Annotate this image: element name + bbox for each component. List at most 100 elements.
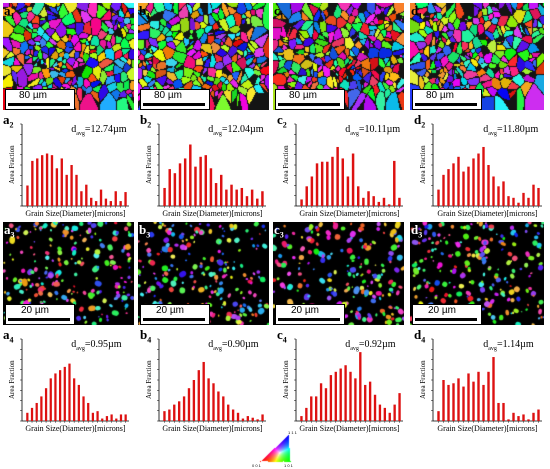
bar — [512, 197, 515, 206]
bar — [467, 166, 470, 206]
bar — [124, 192, 127, 206]
bar — [204, 155, 208, 206]
histogram-svg — [157, 338, 266, 423]
bar — [65, 174, 68, 206]
bar — [101, 418, 104, 421]
bar — [256, 419, 259, 421]
bar — [517, 202, 520, 206]
scale-bar-label: 20 µm — [21, 305, 49, 316]
y-axis-label: Area Fraction — [419, 360, 427, 399]
bar — [398, 197, 401, 206]
bar — [80, 191, 83, 206]
bar — [502, 181, 505, 206]
y-axis-label: Area Fraction — [145, 360, 153, 399]
bar — [522, 192, 525, 206]
bar — [246, 416, 250, 421]
bar — [45, 153, 49, 206]
bar — [225, 189, 228, 206]
bar — [245, 196, 249, 206]
bar — [367, 191, 370, 206]
bar — [472, 381, 475, 421]
bar — [336, 146, 339, 206]
average-diameter-label: davg=1.14µm — [483, 339, 534, 352]
bar — [532, 184, 535, 206]
bar — [324, 388, 328, 421]
scale-bar-label: 80 µm — [426, 90, 454, 101]
bar — [104, 198, 108, 206]
bar — [58, 370, 62, 421]
bar — [49, 378, 52, 421]
scale-bar — [278, 318, 340, 321]
bar — [364, 384, 367, 421]
bar — [537, 409, 540, 421]
x-axis-label: Grain Size(Diameter)[microns] — [437, 209, 538, 218]
bar — [68, 363, 71, 421]
bar — [189, 144, 192, 206]
bar — [437, 189, 440, 206]
average-diameter-label: davg=0.92µm — [345, 339, 396, 352]
histogram-svg — [431, 123, 542, 208]
scale-bar-label: 80 µm — [289, 90, 317, 101]
bar — [40, 396, 43, 421]
bar — [178, 163, 182, 206]
bar — [346, 176, 350, 206]
panel-label: d2 — [414, 112, 426, 130]
bar — [452, 163, 455, 206]
bar — [532, 412, 535, 421]
bar — [334, 371, 337, 421]
bar — [537, 187, 540, 206]
histogram-svg — [157, 123, 266, 208]
bar — [517, 416, 520, 421]
bar — [230, 184, 233, 206]
histogram-b4: b4 davg=0.90µm Area Fraction Grain Size(Dia… — [137, 327, 274, 435]
histogram-c2: c2 davg=10.11µm Area Fraction Grain Size(Di… — [274, 112, 411, 220]
bar — [507, 196, 510, 206]
bar — [351, 153, 355, 206]
bar — [447, 384, 450, 421]
bar — [222, 396, 225, 421]
histogram-d2: d2 davg=11.80µm Area Fraction Grain Size(Di… — [411, 112, 550, 220]
bar — [35, 402, 38, 421]
ipf-label-101: 1 0 1 — [284, 463, 293, 468]
average-diameter-label: davg=11.80µm — [483, 124, 539, 137]
histogram-d4: d4 davg=1.14µm Area Fraction Grain Size(Dia… — [411, 327, 550, 435]
bar — [194, 166, 197, 206]
bar — [214, 183, 218, 206]
x-axis-label: Grain Size(Diameter)[microns] — [162, 209, 263, 218]
bar — [457, 156, 460, 206]
bar — [477, 371, 480, 421]
bar — [85, 184, 88, 206]
scale-bar-label: 80 µm — [154, 90, 182, 101]
bar — [462, 171, 465, 206]
bar — [462, 386, 465, 421]
bar — [212, 383, 215, 421]
panel-label: b2 — [140, 112, 152, 130]
orientation-map-a3: a3 20 µm — [3, 222, 134, 325]
bar — [373, 394, 377, 421]
panel-label: b4 — [140, 327, 152, 345]
bar — [82, 396, 85, 421]
bar — [94, 201, 98, 206]
y-axis-label: Area Fraction — [145, 145, 153, 184]
panel-label: a4 — [3, 327, 14, 345]
panel-label: a1 — [4, 3, 15, 21]
scale-bar — [415, 318, 477, 321]
bar — [467, 373, 470, 421]
bar — [393, 160, 396, 206]
bar — [114, 191, 117, 206]
bar — [119, 414, 123, 421]
orientation-map-d3: d3 20 µm — [410, 222, 544, 325]
ipf-color-key: 1 1 1 0 0 1 1 0 1 — [252, 430, 298, 468]
bar — [75, 174, 78, 206]
bar — [492, 176, 495, 206]
bar — [26, 412, 29, 421]
panel-label: b3 — [139, 222, 151, 240]
orientation-map-c1: c1 80 µm — [273, 3, 404, 110]
bar — [310, 176, 314, 206]
bar — [73, 378, 76, 421]
bar — [256, 198, 259, 206]
bar — [231, 409, 235, 421]
bar — [387, 204, 391, 206]
x-axis-label: Grain Size(Diameter)[microns] — [25, 424, 126, 433]
scale-bar — [143, 318, 205, 321]
